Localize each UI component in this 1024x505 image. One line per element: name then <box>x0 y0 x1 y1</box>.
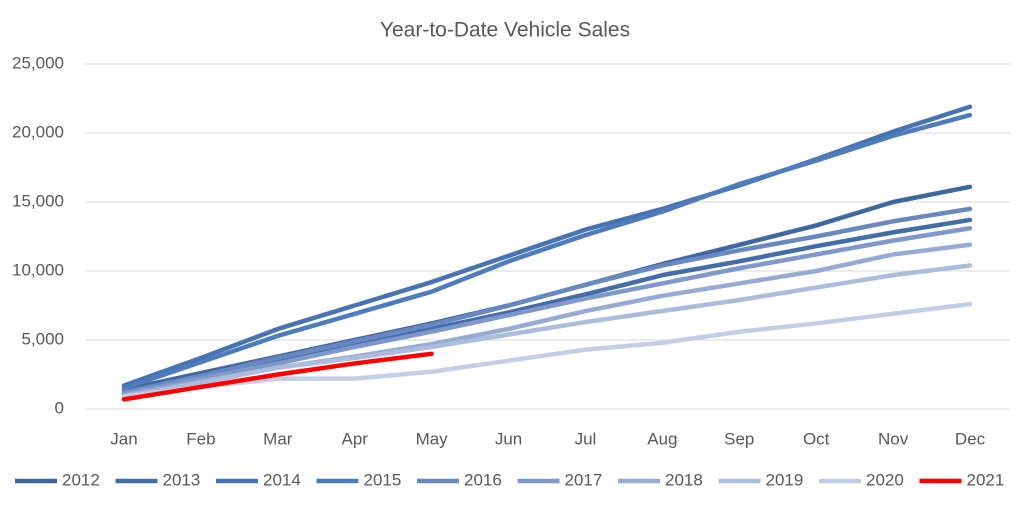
y-tick-label: 15,000 <box>12 191 64 210</box>
x-tick-label: May <box>416 429 449 448</box>
x-tick-label: Dec <box>955 429 986 448</box>
legend-label: 2013 <box>163 470 201 489</box>
legend-label: 2016 <box>464 470 502 489</box>
legend-label: 2019 <box>766 470 804 489</box>
legend-label: 2014 <box>263 470 301 489</box>
legend-label: 2020 <box>866 470 904 489</box>
y-tick-label: 25,000 <box>12 53 64 72</box>
series-line <box>121 206 973 395</box>
series-line <box>121 301 973 399</box>
series-line <box>121 112 973 391</box>
series-line <box>121 351 434 402</box>
legend-label: 2017 <box>565 470 603 489</box>
x-tick-label: Oct <box>803 429 830 448</box>
x-tick-label: Jun <box>495 429 522 448</box>
y-tick-label: 20,000 <box>12 122 64 141</box>
x-tick-label: Apr <box>341 429 368 448</box>
x-tick-label: Jul <box>575 429 597 448</box>
x-tick-label: Nov <box>878 429 909 448</box>
chart-title: Year-to-Date Vehicle Sales <box>380 19 630 42</box>
y-tick-label: 0 <box>55 398 64 417</box>
legend-label: 2021 <box>967 470 1005 489</box>
legend-label: 2012 <box>62 470 100 489</box>
y-tick-label: 5,000 <box>21 329 64 348</box>
x-tick-label: Feb <box>186 429 215 448</box>
x-tick-label: Mar <box>263 429 293 448</box>
x-tick-label: Jan <box>110 429 137 448</box>
series-line <box>121 225 973 397</box>
series-line <box>121 263 973 399</box>
y-tick-label: 10,000 <box>12 260 64 279</box>
legend-label: 2015 <box>364 470 402 489</box>
x-tick-label: Aug <box>647 429 677 448</box>
legend-label: 2018 <box>665 470 703 489</box>
series-line <box>121 184 973 392</box>
x-tick-label: Sep <box>724 429 754 448</box>
